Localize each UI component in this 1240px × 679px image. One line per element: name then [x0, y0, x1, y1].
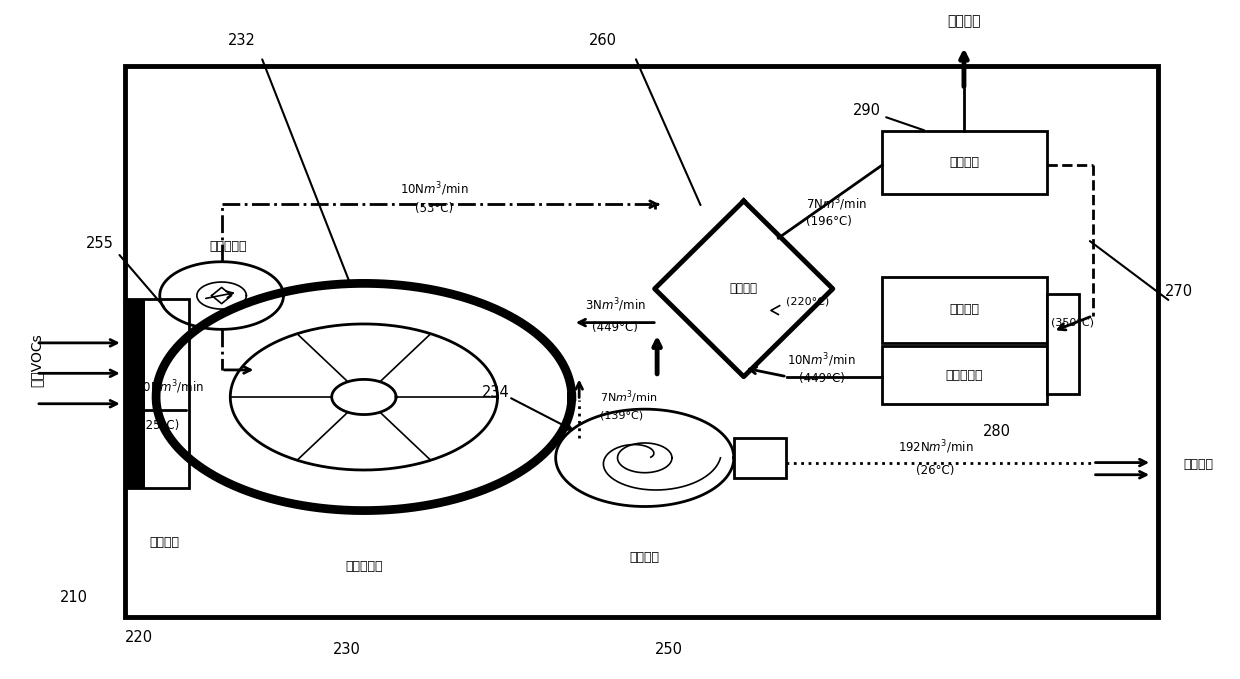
Bar [125, 66, 1158, 617]
Text: (449°C): (449°C) [799, 371, 844, 384]
Text: 220: 220 [125, 630, 154, 646]
Text: 沸石浓缩器: 沸石浓缩器 [345, 559, 383, 572]
Text: 流入VOCs: 流入VOCs [29, 333, 43, 386]
Text: 234: 234 [481, 385, 510, 400]
Text: 陶瓷催化剂: 陶瓷催化剂 [946, 369, 983, 382]
Text: 排到外部: 排到外部 [947, 15, 981, 29]
Text: 3N$m^3$/min: 3N$m^3$/min [584, 297, 646, 314]
Text: 270: 270 [1164, 284, 1193, 299]
Text: (25°C): (25°C) [140, 419, 179, 432]
Bar [883, 276, 1047, 343]
Bar [734, 437, 786, 478]
Text: 10N$m^3$/min: 10N$m^3$/min [401, 181, 469, 198]
Text: 290: 290 [853, 103, 880, 118]
Text: 排到室内: 排到室内 [1183, 458, 1213, 471]
Text: 230: 230 [334, 642, 361, 657]
Text: 7N$m^3$/min: 7N$m^3$/min [806, 196, 867, 213]
Text: 预过滤器: 预过滤器 [150, 536, 180, 549]
Text: (350°C): (350°C) [1052, 317, 1095, 327]
Text: 192N$m^3$/min: 192N$m^3$/min [898, 439, 973, 456]
Text: 255: 255 [86, 236, 113, 251]
Text: 250: 250 [655, 642, 683, 657]
Text: 280: 280 [982, 424, 1011, 439]
Text: (53°C): (53°C) [415, 202, 454, 215]
Bar [125, 299, 145, 488]
Text: 解吸鼓风机: 解吸鼓风机 [210, 240, 247, 253]
Text: 7N$m^3$/min: 7N$m^3$/min [600, 388, 658, 406]
Text: (220°C): (220°C) [786, 297, 830, 307]
Text: 200N$m^3$/min: 200N$m^3$/min [128, 378, 203, 396]
Text: 260: 260 [589, 33, 618, 48]
Bar [125, 299, 190, 488]
Polygon shape [655, 201, 833, 377]
Text: 紫外线灯: 紫外线灯 [950, 156, 980, 169]
Text: 10N$m^3$/min: 10N$m^3$/min [787, 351, 856, 369]
Bar [1047, 293, 1079, 394]
Text: 电加热器: 电加热器 [950, 304, 980, 316]
Text: (139°C): (139°C) [600, 410, 644, 420]
Text: 热交换器: 热交换器 [729, 282, 758, 295]
Bar [883, 346, 1047, 404]
Text: 232: 232 [228, 33, 255, 48]
Bar [883, 131, 1047, 194]
Text: (196°C): (196°C) [806, 215, 852, 227]
Text: (449°C): (449°C) [593, 321, 639, 334]
Text: (26°C): (26°C) [916, 464, 955, 477]
Text: 210: 210 [60, 590, 88, 605]
Text: 主鼓风机: 主鼓风机 [630, 551, 660, 564]
